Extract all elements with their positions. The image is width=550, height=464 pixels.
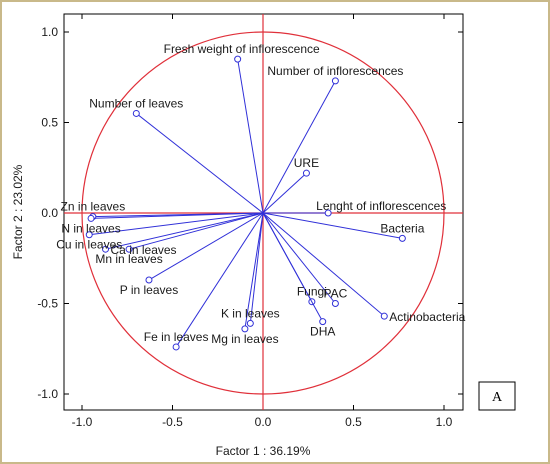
loading-vector xyxy=(262,212,324,322)
panel-label: A xyxy=(492,390,503,405)
loading-vector xyxy=(237,59,264,214)
loading-point xyxy=(324,209,332,217)
loading-vector xyxy=(262,212,336,304)
loading-point xyxy=(331,300,339,307)
plot-content xyxy=(64,14,463,410)
loading-vector xyxy=(249,212,264,324)
loading-point xyxy=(85,231,93,239)
loading-vector xyxy=(89,212,264,236)
loading-vector xyxy=(91,212,264,219)
loading-point xyxy=(172,343,180,351)
loading-point xyxy=(125,245,133,253)
loading-vector xyxy=(128,212,264,250)
point-label: Cu in leaves xyxy=(56,238,122,252)
point-label: Fresh weight of inflorescence xyxy=(164,42,320,56)
loading-point xyxy=(380,312,388,320)
loading-vector xyxy=(262,172,307,214)
point-label: Lenght of inflorescences xyxy=(316,199,446,213)
loading-vector xyxy=(262,80,336,214)
loading-vector xyxy=(148,212,264,281)
x-tick-label: 1.0 xyxy=(436,415,453,429)
loading-vector xyxy=(135,113,264,214)
point-label: Ca in leaves xyxy=(111,243,177,257)
y-tick-label: -1.0 xyxy=(37,387,58,401)
loading-point xyxy=(102,245,110,253)
point-label: PAC xyxy=(324,287,348,301)
point-label: Mg in leaves xyxy=(211,332,278,346)
x-tick-label: -0.5 xyxy=(162,415,183,429)
panel-label-box xyxy=(478,381,516,411)
loading-point xyxy=(398,234,406,242)
loading-point xyxy=(87,214,95,222)
y-tick-group: 1.0 0.5 0.0 -0.5 -1.0 xyxy=(37,25,463,401)
loading-point xyxy=(331,77,339,85)
x-tick-label: 0.0 xyxy=(255,415,272,429)
point-label: Zn in leaves xyxy=(61,200,126,214)
point-label: DHA xyxy=(310,325,335,339)
y-tick-label: -0.5 xyxy=(37,297,58,311)
y-tick-label: 1.0 xyxy=(41,25,58,39)
loading-vector xyxy=(244,212,264,329)
point-label: Bacteria xyxy=(380,221,424,235)
x-tick-label: -1.0 xyxy=(72,415,93,429)
y-tick-label: 0.5 xyxy=(41,116,58,130)
point-label: Fungi xyxy=(297,285,327,299)
y-tick-label: 0.0 xyxy=(41,206,58,220)
point-label: N in leaves xyxy=(61,221,120,235)
loading-point xyxy=(246,319,254,327)
point-label: Mn in leaves xyxy=(95,252,162,266)
point-label: P in leaves xyxy=(120,283,178,297)
loading-vector xyxy=(105,212,264,250)
loading-point xyxy=(145,276,153,284)
loading-vector xyxy=(262,212,403,239)
point-label: URE xyxy=(294,156,319,170)
point-label-group: Fresh weight of inflorescence Number of i… xyxy=(56,42,465,346)
loading-point xyxy=(234,55,242,63)
point-label: Actinobacteria xyxy=(389,310,465,324)
loading-point xyxy=(302,169,310,177)
loading-point xyxy=(319,318,327,326)
loading-vector xyxy=(175,212,264,348)
x-tick-label: 0.5 xyxy=(345,415,362,429)
point-label: Fe in leaves xyxy=(144,330,209,344)
loading-point xyxy=(132,109,140,117)
y-axis-label: Factor 2 : 23.02% xyxy=(11,164,25,259)
loading-point xyxy=(241,325,249,333)
point-label: K in leaves xyxy=(221,306,280,320)
point-label: Number of leaves xyxy=(89,96,183,110)
point-label: Number of inflorescences xyxy=(267,64,403,78)
loading-vector xyxy=(262,212,385,317)
x-axis-label: Factor 1 : 36.19% xyxy=(216,444,311,458)
